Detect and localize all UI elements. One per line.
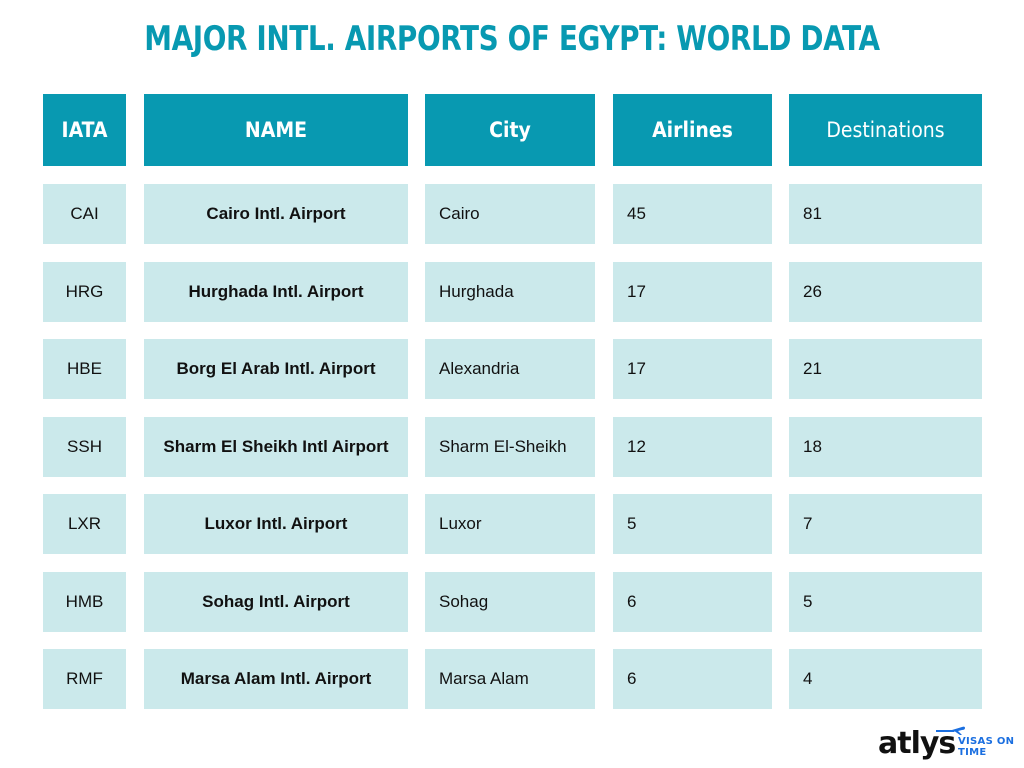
cell-airlines: 6: [613, 649, 772, 709]
cell-airlines: 12: [613, 417, 772, 477]
cell-destinations: 7: [789, 494, 982, 554]
cell-destinations: 26: [789, 262, 982, 322]
column-header-airlines: Airlines: [613, 94, 772, 166]
cell-airlines: 17: [613, 339, 772, 399]
cell-iata: HRG: [43, 262, 126, 322]
cell-iata: CAI: [43, 184, 126, 244]
airplane-icon: [936, 726, 965, 735]
cell-city: Cairo: [425, 184, 595, 244]
cell-city: Marsa Alam: [425, 649, 595, 709]
cell-name: Cairo Intl. Airport: [144, 184, 408, 244]
cell-airlines: 45: [613, 184, 772, 244]
logo-tagline-line2: TIME: [958, 747, 987, 758]
cell-destinations: 5: [789, 572, 982, 632]
cell-city: Hurghada: [425, 262, 595, 322]
cell-iata: HMB: [43, 572, 126, 632]
cell-name: Borg El Arab Intl. Airport: [144, 339, 408, 399]
cell-destinations: 81: [789, 184, 982, 244]
cell-city: Alexandria: [425, 339, 595, 399]
cell-airlines: 17: [613, 262, 772, 322]
cell-name: Luxor Intl. Airport: [144, 494, 408, 554]
page-title: MAJOR INTL. AIRPORTS OF EGYPT: WORLD DAT…: [144, 19, 880, 59]
cell-destinations: 18: [789, 417, 982, 477]
column-header-destinations: Destinations: [789, 94, 982, 166]
cell-iata: RMF: [43, 649, 126, 709]
cell-city: Sohag: [425, 572, 595, 632]
logo-tagline: VISAS ON TIME: [958, 736, 1014, 758]
cell-destinations: 4: [789, 649, 982, 709]
cell-name: Hurghada Intl. Airport: [144, 262, 408, 322]
cell-airlines: 5: [613, 494, 772, 554]
cell-iata: LXR: [43, 494, 126, 554]
cell-city: Luxor: [425, 494, 595, 554]
column-header-city: City: [425, 94, 595, 166]
cell-destinations: 21: [789, 339, 982, 399]
logo-tagline-line1: VISAS ON: [958, 736, 1015, 747]
column-header-name: NAME: [144, 94, 408, 166]
cell-airlines: 6: [613, 572, 772, 632]
cell-iata: HBE: [43, 339, 126, 399]
cell-name: Sohag Intl. Airport: [144, 572, 408, 632]
column-header-iata: IATA: [43, 94, 126, 166]
cell-name: Marsa Alam Intl. Airport: [144, 649, 408, 709]
cell-iata: SSH: [43, 417, 126, 477]
cell-city: Sharm El-Sheikh: [425, 417, 595, 477]
cell-name: Sharm El Sheikh Intl Airport: [144, 417, 408, 477]
atlys-logo: atlys VISAS ON TIME: [872, 724, 1017, 764]
